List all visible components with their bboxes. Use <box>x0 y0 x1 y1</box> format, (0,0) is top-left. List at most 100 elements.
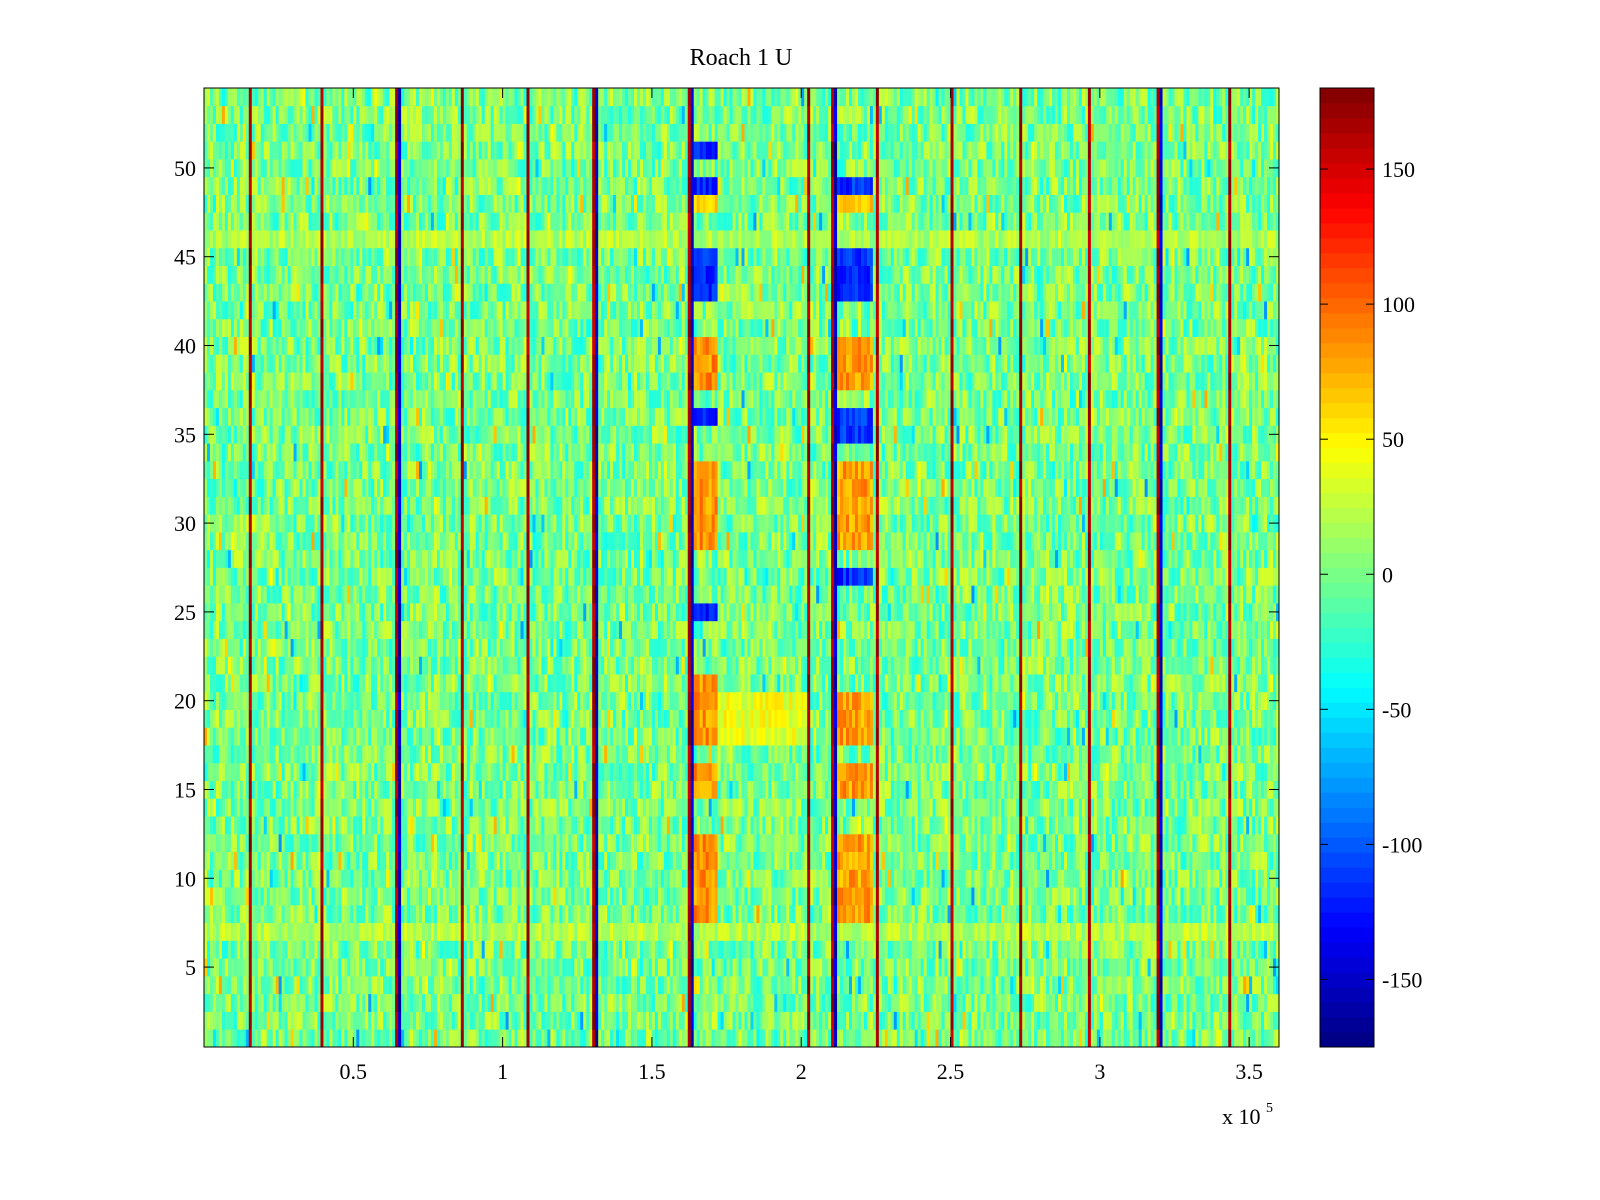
heatmap-cell <box>288 905 291 923</box>
heatmap-cell <box>204 106 207 124</box>
heatmap-cell <box>320 816 323 834</box>
heatmap-cell <box>291 763 294 781</box>
heatmap-cell <box>279 869 282 887</box>
heatmap-cell <box>291 940 294 958</box>
heatmap-cell <box>320 692 323 710</box>
heatmap-cell <box>323 568 326 586</box>
heatmap-cell <box>264 994 267 1012</box>
heatmap-cell <box>270 337 273 355</box>
heatmap-cell <box>222 319 225 337</box>
heatmap-cell <box>309 408 312 426</box>
heatmap-cell <box>252 514 255 532</box>
heatmap-cell <box>240 550 243 568</box>
heatmap-cell <box>279 425 282 443</box>
heatmap-cell <box>225 852 228 870</box>
heatmap-cell <box>234 496 237 514</box>
heatmap-cell <box>243 337 246 355</box>
heatmap-cell <box>243 869 246 887</box>
heatmap-cell <box>312 461 315 479</box>
heatmap-cell <box>222 390 225 408</box>
heatmap-cell <box>261 443 264 461</box>
heatmap-cell <box>240 656 243 674</box>
heatmap-cell <box>303 674 306 692</box>
heatmap-cell <box>309 940 312 958</box>
heatmap-cell <box>228 337 231 355</box>
heatmap-cell <box>219 514 222 532</box>
heatmap-cell <box>291 372 294 390</box>
heatmap-cell <box>300 319 303 337</box>
heatmap-cell <box>258 319 261 337</box>
heatmap-cell <box>225 550 228 568</box>
heatmap-cell <box>237 212 240 230</box>
heatmap-cell <box>300 692 303 710</box>
heatmap-cell <box>222 230 225 248</box>
heatmap-cell <box>314 621 317 639</box>
heatmap-cell <box>258 621 261 639</box>
heatmap-cell <box>264 656 267 674</box>
heatmap-cell <box>246 479 249 497</box>
heatmap-cell <box>240 479 243 497</box>
heatmap-cell <box>228 496 231 514</box>
heatmap-cell <box>303 976 306 994</box>
heatmap-cell <box>207 124 210 142</box>
heatmap-cell <box>312 763 315 781</box>
heatmap-cell <box>320 568 323 586</box>
heatmap-cell <box>303 301 306 319</box>
heatmap-cell <box>252 727 255 745</box>
heatmap-cell <box>240 337 243 355</box>
heatmap-cell <box>291 816 294 834</box>
heatmap-cell <box>317 461 320 479</box>
heatmap-cell <box>231 425 234 443</box>
heatmap-cell <box>219 550 222 568</box>
heatmap-cell <box>255 940 258 958</box>
heatmap-cell <box>249 301 252 319</box>
heatmap-cell <box>314 727 317 745</box>
heatmap-cell <box>204 656 207 674</box>
heatmap-cell <box>312 656 315 674</box>
heatmap-cell <box>276 550 279 568</box>
heatmap-cell <box>294 781 297 799</box>
heatmap-cell <box>273 834 276 852</box>
heatmap-cell <box>294 834 297 852</box>
heatmap-cell <box>282 106 285 124</box>
heatmap-cell <box>297 372 300 390</box>
heatmap-cell <box>270 994 273 1012</box>
heatmap-cell <box>225 88 228 106</box>
heatmap-cell <box>270 639 273 657</box>
heatmap-cell <box>243 923 246 941</box>
heatmap-cell <box>231 621 234 639</box>
heatmap-cell <box>204 621 207 639</box>
heatmap-cell <box>303 106 306 124</box>
heatmap-cell <box>258 443 261 461</box>
heatmap-cell <box>270 496 273 514</box>
heatmap-cell <box>267 354 270 372</box>
heatmap-cell <box>273 763 276 781</box>
heatmap-cell <box>207 621 210 639</box>
heatmap-cell <box>276 816 279 834</box>
heatmap-cell <box>288 798 291 816</box>
heatmap-cell <box>219 958 222 976</box>
heatmap-cell <box>282 532 285 550</box>
heatmap-cell <box>285 283 288 301</box>
heatmap-cell <box>210 124 213 142</box>
heatmap-cell <box>282 745 285 763</box>
heatmap-cell <box>267 479 270 497</box>
heatmap-cell <box>255 905 258 923</box>
heatmap-cell <box>255 1029 258 1047</box>
heatmap-cell <box>252 390 255 408</box>
heatmap-cell <box>300 798 303 816</box>
heatmap-cell <box>222 976 225 994</box>
heatmap-cell <box>267 958 270 976</box>
heatmap-cell <box>312 337 315 355</box>
heatmap-cell <box>288 869 291 887</box>
heatmap-cell <box>231 354 234 372</box>
heatmap-cell <box>270 301 273 319</box>
heatmap-cell <box>222 834 225 852</box>
heatmap-cell <box>240 887 243 905</box>
heatmap-cell <box>282 124 285 142</box>
heatmap-cell <box>288 124 291 142</box>
heatmap-cell <box>288 940 291 958</box>
heatmap-cell <box>228 1029 231 1047</box>
heatmap-cell <box>231 674 234 692</box>
heatmap-cell <box>216 283 219 301</box>
